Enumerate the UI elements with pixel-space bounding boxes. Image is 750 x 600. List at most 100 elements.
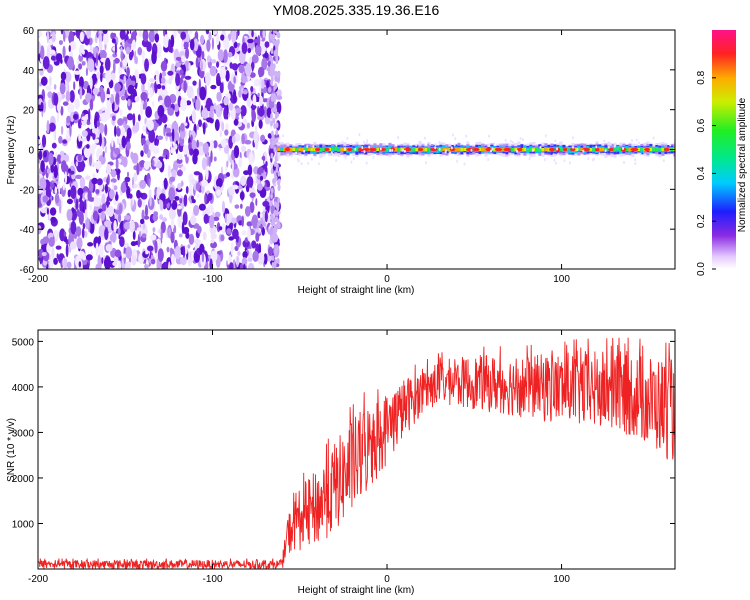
noise-speckle — [84, 209, 88, 220]
colorbar-tick-label: 0.4 — [696, 166, 707, 180]
noise-speckle — [76, 236, 83, 249]
noise-speckle — [162, 34, 170, 48]
noise-speckle — [234, 107, 242, 114]
noise-speckle — [154, 33, 160, 43]
noise-speckle — [116, 127, 121, 137]
noise-speckle — [40, 76, 48, 86]
band-cell — [442, 148, 446, 151]
noise-speckle — [184, 75, 192, 80]
band-cell — [292, 148, 296, 151]
noise-speckle — [260, 223, 263, 230]
noise-speckle — [424, 161, 427, 165]
noise-speckle — [240, 75, 248, 84]
noise-speckle — [131, 39, 136, 51]
noise-speckle — [227, 51, 233, 58]
noise-speckle — [270, 65, 274, 72]
band-peak — [569, 147, 576, 152]
noise-speckle — [50, 55, 56, 61]
noise-speckle — [263, 253, 268, 265]
noise-speckle — [137, 198, 142, 208]
noise-speckle — [185, 116, 189, 129]
noise-speckle — [118, 155, 126, 166]
noise-speckle — [188, 233, 195, 245]
band-peak — [548, 147, 555, 152]
spectrogram-y-tick-label: -40 — [20, 225, 35, 236]
band-cell — [436, 147, 440, 151]
noise-speckle — [227, 151, 230, 164]
band-cell — [511, 147, 515, 152]
noise-speckle — [156, 84, 162, 90]
noise-speckle — [174, 196, 180, 201]
noise-speckle — [233, 118, 239, 126]
noise-speckle — [198, 203, 206, 211]
noise-speckle — [572, 145, 575, 149]
noise-speckle — [196, 193, 200, 198]
noise-speckle — [563, 159, 566, 163]
noise-speckle — [201, 50, 205, 61]
noise-speckle — [61, 160, 67, 173]
noise-speckle — [205, 30, 210, 35]
noise-speckle — [137, 47, 143, 56]
noise-speckle — [275, 122, 279, 129]
noise-speckle — [105, 70, 112, 83]
noise-speckle — [64, 171, 68, 184]
noise-speckle — [272, 30, 276, 34]
noise-speckle — [470, 148, 473, 152]
noise-speckle — [67, 56, 75, 71]
noise-speckle — [149, 78, 155, 83]
noise-speckle — [215, 104, 223, 118]
noise-speckle — [93, 195, 99, 207]
noise-speckle — [160, 228, 163, 241]
noise-speckle — [164, 198, 169, 204]
noise-speckle — [197, 119, 203, 128]
noise-speckle — [157, 248, 164, 262]
noise-speckle — [254, 44, 262, 56]
noise-speckle — [151, 50, 157, 65]
noise-speckle — [363, 150, 366, 154]
noise-speckle — [154, 138, 157, 146]
band-cell — [397, 148, 401, 152]
noise-speckle — [127, 98, 131, 107]
noise-speckle — [140, 73, 147, 85]
spectrogram-y-tick-label: -20 — [20, 185, 35, 196]
noise-speckle — [229, 262, 234, 269]
noise-speckle — [379, 147, 382, 151]
noise-speckle — [95, 263, 102, 269]
noise-speckle — [157, 135, 164, 141]
band-cell — [592, 147, 596, 152]
noise-speckle — [159, 214, 164, 220]
noise-speckle — [261, 226, 265, 236]
noise-speckle — [271, 106, 275, 113]
noise-speckle — [59, 82, 66, 95]
noise-speckle — [238, 89, 242, 98]
noise-speckle — [277, 170, 281, 177]
noise-speckle — [231, 173, 235, 180]
noise-speckle — [544, 134, 547, 138]
band-cell — [580, 148, 584, 151]
noise-speckle — [401, 148, 404, 152]
noise-speckle — [58, 135, 63, 144]
noise-speckle — [183, 41, 189, 49]
noise-speckle — [246, 176, 254, 188]
noise-speckle — [69, 170, 75, 175]
band-peak — [663, 147, 671, 152]
noise-speckle — [511, 141, 514, 145]
noise-speckle — [192, 80, 197, 86]
band-peak — [644, 147, 650, 152]
noise-speckle — [453, 143, 456, 147]
noise-speckle — [233, 76, 236, 84]
band-cell — [301, 148, 305, 151]
noise-speckle — [275, 245, 279, 252]
noise-speckle — [163, 30, 166, 37]
noise-speckle — [53, 93, 59, 106]
noise-speckle — [240, 145, 247, 153]
noise-speckle — [62, 183, 65, 191]
noise-speckle — [193, 148, 200, 157]
noise-speckle — [487, 158, 490, 162]
band-cell — [523, 148, 527, 151]
noise-speckle — [263, 106, 268, 119]
noise-speckle — [120, 181, 127, 194]
noise-speckle — [456, 152, 459, 156]
noise-speckle — [271, 220, 275, 227]
noise-speckle — [282, 134, 285, 138]
